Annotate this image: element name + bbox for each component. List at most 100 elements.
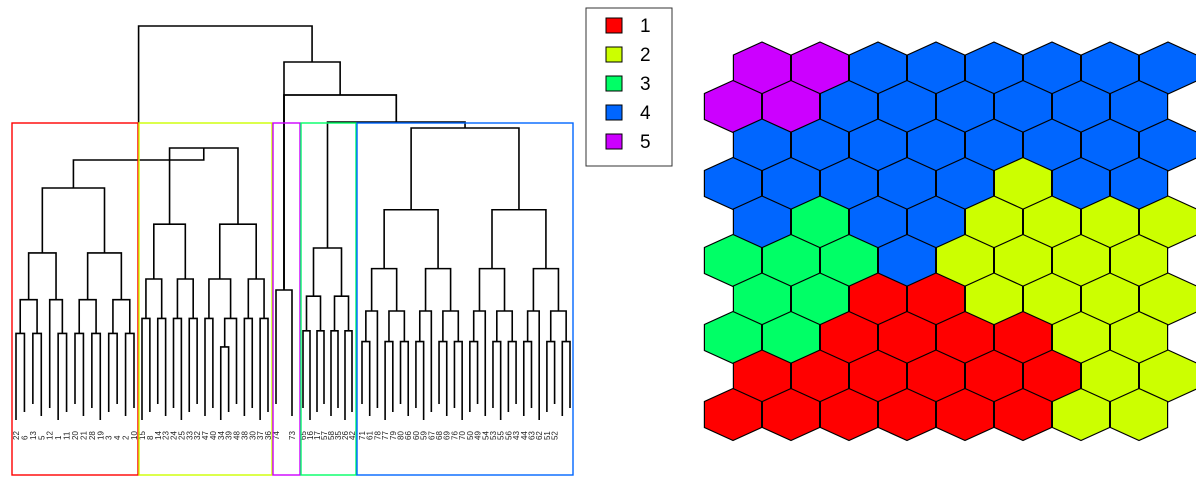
leaf-label: 11 xyxy=(63,431,72,440)
leaf-label: 24 xyxy=(170,431,179,440)
legend-label-5: 5 xyxy=(640,132,651,153)
leaf-label: 77 xyxy=(381,431,390,440)
dendrogram-link xyxy=(453,340,463,420)
leaf-label: 15 xyxy=(138,431,147,440)
legend-swatch-2 xyxy=(605,46,623,63)
dendrogram-link xyxy=(41,187,106,253)
leaf-label: 47 xyxy=(201,431,210,440)
leaf-label: 26 xyxy=(341,431,350,440)
dendrogram-link xyxy=(305,295,322,331)
dendrogram-link xyxy=(137,25,313,160)
leaf-label: 76 xyxy=(450,431,459,440)
dendrogram-link xyxy=(522,340,533,416)
leaf-label: 69 xyxy=(443,431,452,440)
leaf-label: 10 xyxy=(130,431,139,440)
leaf-label: 38 xyxy=(240,431,249,440)
leaf-label: 44 xyxy=(520,431,529,440)
som-cell xyxy=(877,387,937,442)
leaf-label: 78 xyxy=(373,431,382,440)
dendrogram-link xyxy=(365,310,379,408)
dendrogram-link xyxy=(507,340,517,412)
cluster-boxes xyxy=(11,122,574,476)
dendrogram-link xyxy=(223,317,238,404)
leaf-label: 36 xyxy=(264,431,273,440)
dendrogram-link xyxy=(302,330,311,420)
dendrogram-link xyxy=(259,317,269,420)
leaf-label: 74 xyxy=(272,431,281,440)
dendrogram-link xyxy=(112,298,131,334)
dendrogram-link xyxy=(472,310,487,416)
dendrogram-link xyxy=(156,317,167,416)
leaf-label: 58 xyxy=(327,431,336,440)
dendrogram-link xyxy=(383,208,439,269)
leaf-label: 53 xyxy=(489,431,498,440)
cluster-box-3 xyxy=(300,122,357,476)
leaf-label: 71 xyxy=(358,431,367,440)
dendrogram-link xyxy=(546,340,556,412)
leaf-label: 43 xyxy=(512,431,521,440)
dendrogram-link xyxy=(32,332,43,416)
dendrogram-link xyxy=(330,330,339,416)
leaf-label: 52 xyxy=(551,431,560,440)
leaf-label: 12 xyxy=(46,431,55,440)
leaf-label: 8 xyxy=(146,435,155,440)
dendrogram-link xyxy=(74,332,85,416)
dendrogram-link xyxy=(478,267,506,312)
leaf-label: 32 xyxy=(193,431,202,440)
leaf-label: 2 xyxy=(122,435,131,440)
leaf-label: 50 xyxy=(466,431,475,440)
dendrogram-link xyxy=(415,340,425,420)
dendrogram-link xyxy=(312,247,343,297)
leaf-label: 80 xyxy=(397,431,406,440)
dendrogram-link xyxy=(333,295,350,331)
leaf-label: 34 xyxy=(217,431,226,440)
dendrogram-link xyxy=(141,317,151,420)
dendrogram-link xyxy=(491,208,547,269)
leaf-label: 62 xyxy=(535,431,544,440)
dendrogram-link xyxy=(78,298,97,334)
leaf-label: 6 xyxy=(20,435,29,440)
dendrogram-link xyxy=(19,298,38,334)
leaf-label: 5 xyxy=(37,435,46,440)
dendrogram-link xyxy=(91,332,102,420)
dendrogram-link xyxy=(208,278,232,319)
leaf-label: 42 xyxy=(348,431,357,440)
dendrogram-link xyxy=(57,332,68,420)
legend-swatch-5 xyxy=(605,133,623,150)
dendrogram-link xyxy=(86,252,123,300)
dendrogram-link xyxy=(275,289,293,416)
leaf-label: 17 xyxy=(313,431,322,440)
leaf-label: 23 xyxy=(162,431,171,440)
leaf-label: 21 xyxy=(79,431,88,440)
leaf-label: 25 xyxy=(177,431,186,440)
legend: 1 2 3 4 5 xyxy=(585,7,673,167)
leaf-label: 35 xyxy=(334,431,343,440)
leaf-label: 13 xyxy=(29,431,38,440)
dendrogram-link xyxy=(492,340,502,420)
som-cell xyxy=(993,387,1053,442)
legend-swatch-3 xyxy=(605,75,623,92)
dendrogram-link xyxy=(526,310,540,420)
dendrogram-link xyxy=(442,310,460,342)
legend-label-2: 2 xyxy=(640,45,651,66)
dendrogram-link xyxy=(48,298,64,408)
leaf-label: 19 xyxy=(96,431,105,440)
leaf-label: 63 xyxy=(527,431,536,440)
dendrogram-link xyxy=(176,278,194,319)
leaf-label: 73 xyxy=(288,431,297,440)
cluster-box-5 xyxy=(272,122,301,476)
dendrogram-link xyxy=(424,267,452,312)
dendrogram-link xyxy=(218,223,257,279)
leaf-label: 37 xyxy=(256,431,265,440)
leaf-label: 59 xyxy=(420,431,429,440)
dendrogram-link xyxy=(188,317,198,412)
leaf-label: 49 xyxy=(474,431,483,440)
cluster-box-1 xyxy=(11,122,139,476)
dendrogram-link xyxy=(124,332,135,416)
dendrogram-link xyxy=(107,332,118,412)
som-cell xyxy=(819,387,879,442)
leaf-label: 3 xyxy=(105,435,114,440)
dendrogram-link xyxy=(153,223,187,279)
leaf-label: 28 xyxy=(88,431,97,440)
legend-swatch-1 xyxy=(605,17,623,34)
